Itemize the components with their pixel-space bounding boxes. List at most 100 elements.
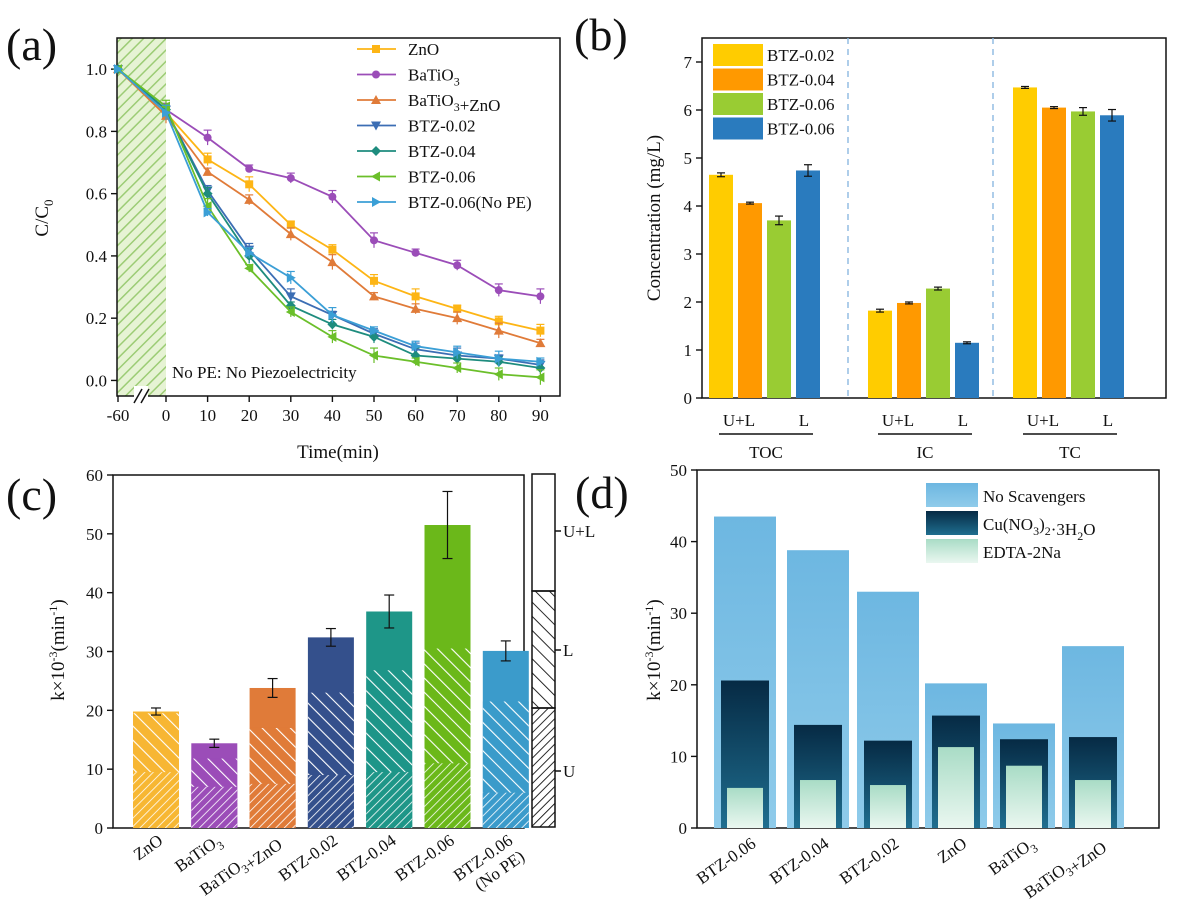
key-label-u-plus-l: U+L	[563, 522, 595, 541]
sub-label: L	[799, 411, 809, 430]
y-tick-label: 1	[684, 341, 693, 360]
x-tick-label: 0	[162, 406, 171, 425]
data-point	[453, 304, 462, 313]
data-point	[328, 192, 337, 201]
data-point	[494, 353, 504, 364]
y-tick-label: 1.0	[86, 60, 107, 79]
bar	[727, 787, 763, 828]
x-tick-label: 50	[366, 406, 383, 425]
subscript: 3	[1033, 524, 1039, 538]
data-point	[536, 326, 545, 335]
y-tick-label: 7	[684, 53, 693, 72]
component-key: U+L L U	[531, 473, 595, 828]
legend-label: ZnO	[408, 40, 439, 59]
legend-label: Cu(NO3)2·3H2O	[983, 515, 1095, 543]
x-tick-label: 90	[532, 406, 549, 425]
group-label: TC	[1059, 443, 1081, 462]
x-tick-label: ZnO	[934, 834, 970, 867]
key-box-u-plus-l	[531, 473, 556, 592]
legend-swatch	[713, 93, 763, 115]
bar-u-hatch	[249, 783, 296, 828]
legend-marker	[372, 70, 380, 79]
bar	[767, 220, 791, 398]
x-tick-label: 10	[199, 406, 216, 425]
data-point	[494, 317, 503, 326]
data-point	[536, 356, 546, 367]
data-point	[535, 338, 546, 348]
legend-label: BaTiO3	[408, 66, 460, 89]
y-tick-label: 20	[86, 701, 103, 720]
bar	[1100, 115, 1124, 398]
key-label-u: U	[563, 762, 575, 781]
panel-label-c: (c)	[6, 469, 57, 520]
y-tick-label: 0.4	[86, 247, 108, 266]
y-tick-label: 6	[684, 101, 693, 120]
legend-label: BTZ-0.02	[408, 117, 476, 136]
data-point	[328, 310, 338, 321]
y-tick-label: 20	[670, 676, 687, 695]
data-point	[370, 325, 379, 336]
text-run: O	[1083, 520, 1095, 539]
y-axis-title-b: Concentration (mg/L)	[644, 135, 665, 301]
y-tick-label: 10	[670, 747, 687, 766]
subscript: 2	[1077, 529, 1083, 543]
data-point	[411, 292, 420, 301]
group-label: IC	[917, 443, 934, 462]
legend-label: BTZ-0.06	[767, 120, 835, 139]
axis-break-mark	[140, 388, 150, 404]
key-box-l	[531, 590, 556, 709]
x-axis-title-a: Time(min)	[297, 442, 379, 463]
bar	[1071, 111, 1095, 398]
panel-a-line-chart: C/C0 Time(min) No PE: No Piezoelectricit…	[32, 37, 561, 463]
data-point	[203, 133, 212, 142]
text-run: )	[1039, 515, 1045, 534]
data-point	[286, 174, 295, 183]
bar	[738, 203, 762, 398]
data-point	[411, 341, 421, 352]
plot-frame-a	[116, 37, 561, 397]
text-run: Ba	[408, 91, 427, 110]
x-tick-label: BTZ-0.06	[693, 834, 759, 888]
sub-label: U+L	[882, 411, 914, 430]
bar-u-hatch	[424, 763, 471, 828]
legend-label: EDTA-2Na	[983, 543, 1061, 562]
y-tick-label: 3	[684, 245, 693, 264]
legend-marker	[371, 95, 381, 104]
y-tick-label: 4	[684, 197, 693, 216]
bar	[796, 170, 820, 398]
panel-b-bar-chart: Concentration (mg/L) 0 1 2 3 4 5 6 7 U+L L TOC U+L L…	[644, 37, 1167, 462]
bar	[897, 302, 921, 398]
legend-label: BTZ-0.04	[767, 71, 835, 90]
data-point	[536, 292, 545, 301]
data-point	[114, 64, 123, 75]
y-tick-label: 0.0	[86, 371, 107, 390]
y-tick-label: 60	[86, 466, 103, 485]
bar	[955, 342, 979, 398]
data-point	[286, 220, 295, 229]
data-point	[369, 350, 378, 361]
group-label: TOC	[749, 443, 783, 462]
data-point	[535, 372, 545, 383]
subscript: 3	[454, 100, 460, 114]
legend-swatch	[926, 511, 978, 535]
data-point	[370, 236, 378, 245]
y-tick-label: 2	[684, 293, 693, 312]
x-tick-label: BTZ-0.02	[275, 831, 341, 885]
bar	[800, 780, 836, 828]
x-tick-label: 70	[449, 406, 466, 425]
data-point	[452, 313, 463, 323]
data-point	[328, 245, 337, 254]
dark-adsorption-region	[117, 38, 166, 396]
data-point	[203, 207, 213, 218]
bar	[1042, 107, 1066, 398]
text-run: +ZnO	[1066, 838, 1110, 877]
data-point	[453, 347, 463, 358]
y-tick-label: 0.2	[86, 309, 107, 328]
legend-label: BTZ-0.04	[408, 142, 476, 161]
text-run: ·	[1051, 520, 1057, 539]
y-tick-label: 40	[86, 584, 103, 603]
x-tick-label: 40	[324, 406, 341, 425]
bar-u-hatch	[133, 772, 179, 828]
data-point	[244, 194, 255, 204]
data-point	[203, 155, 212, 164]
